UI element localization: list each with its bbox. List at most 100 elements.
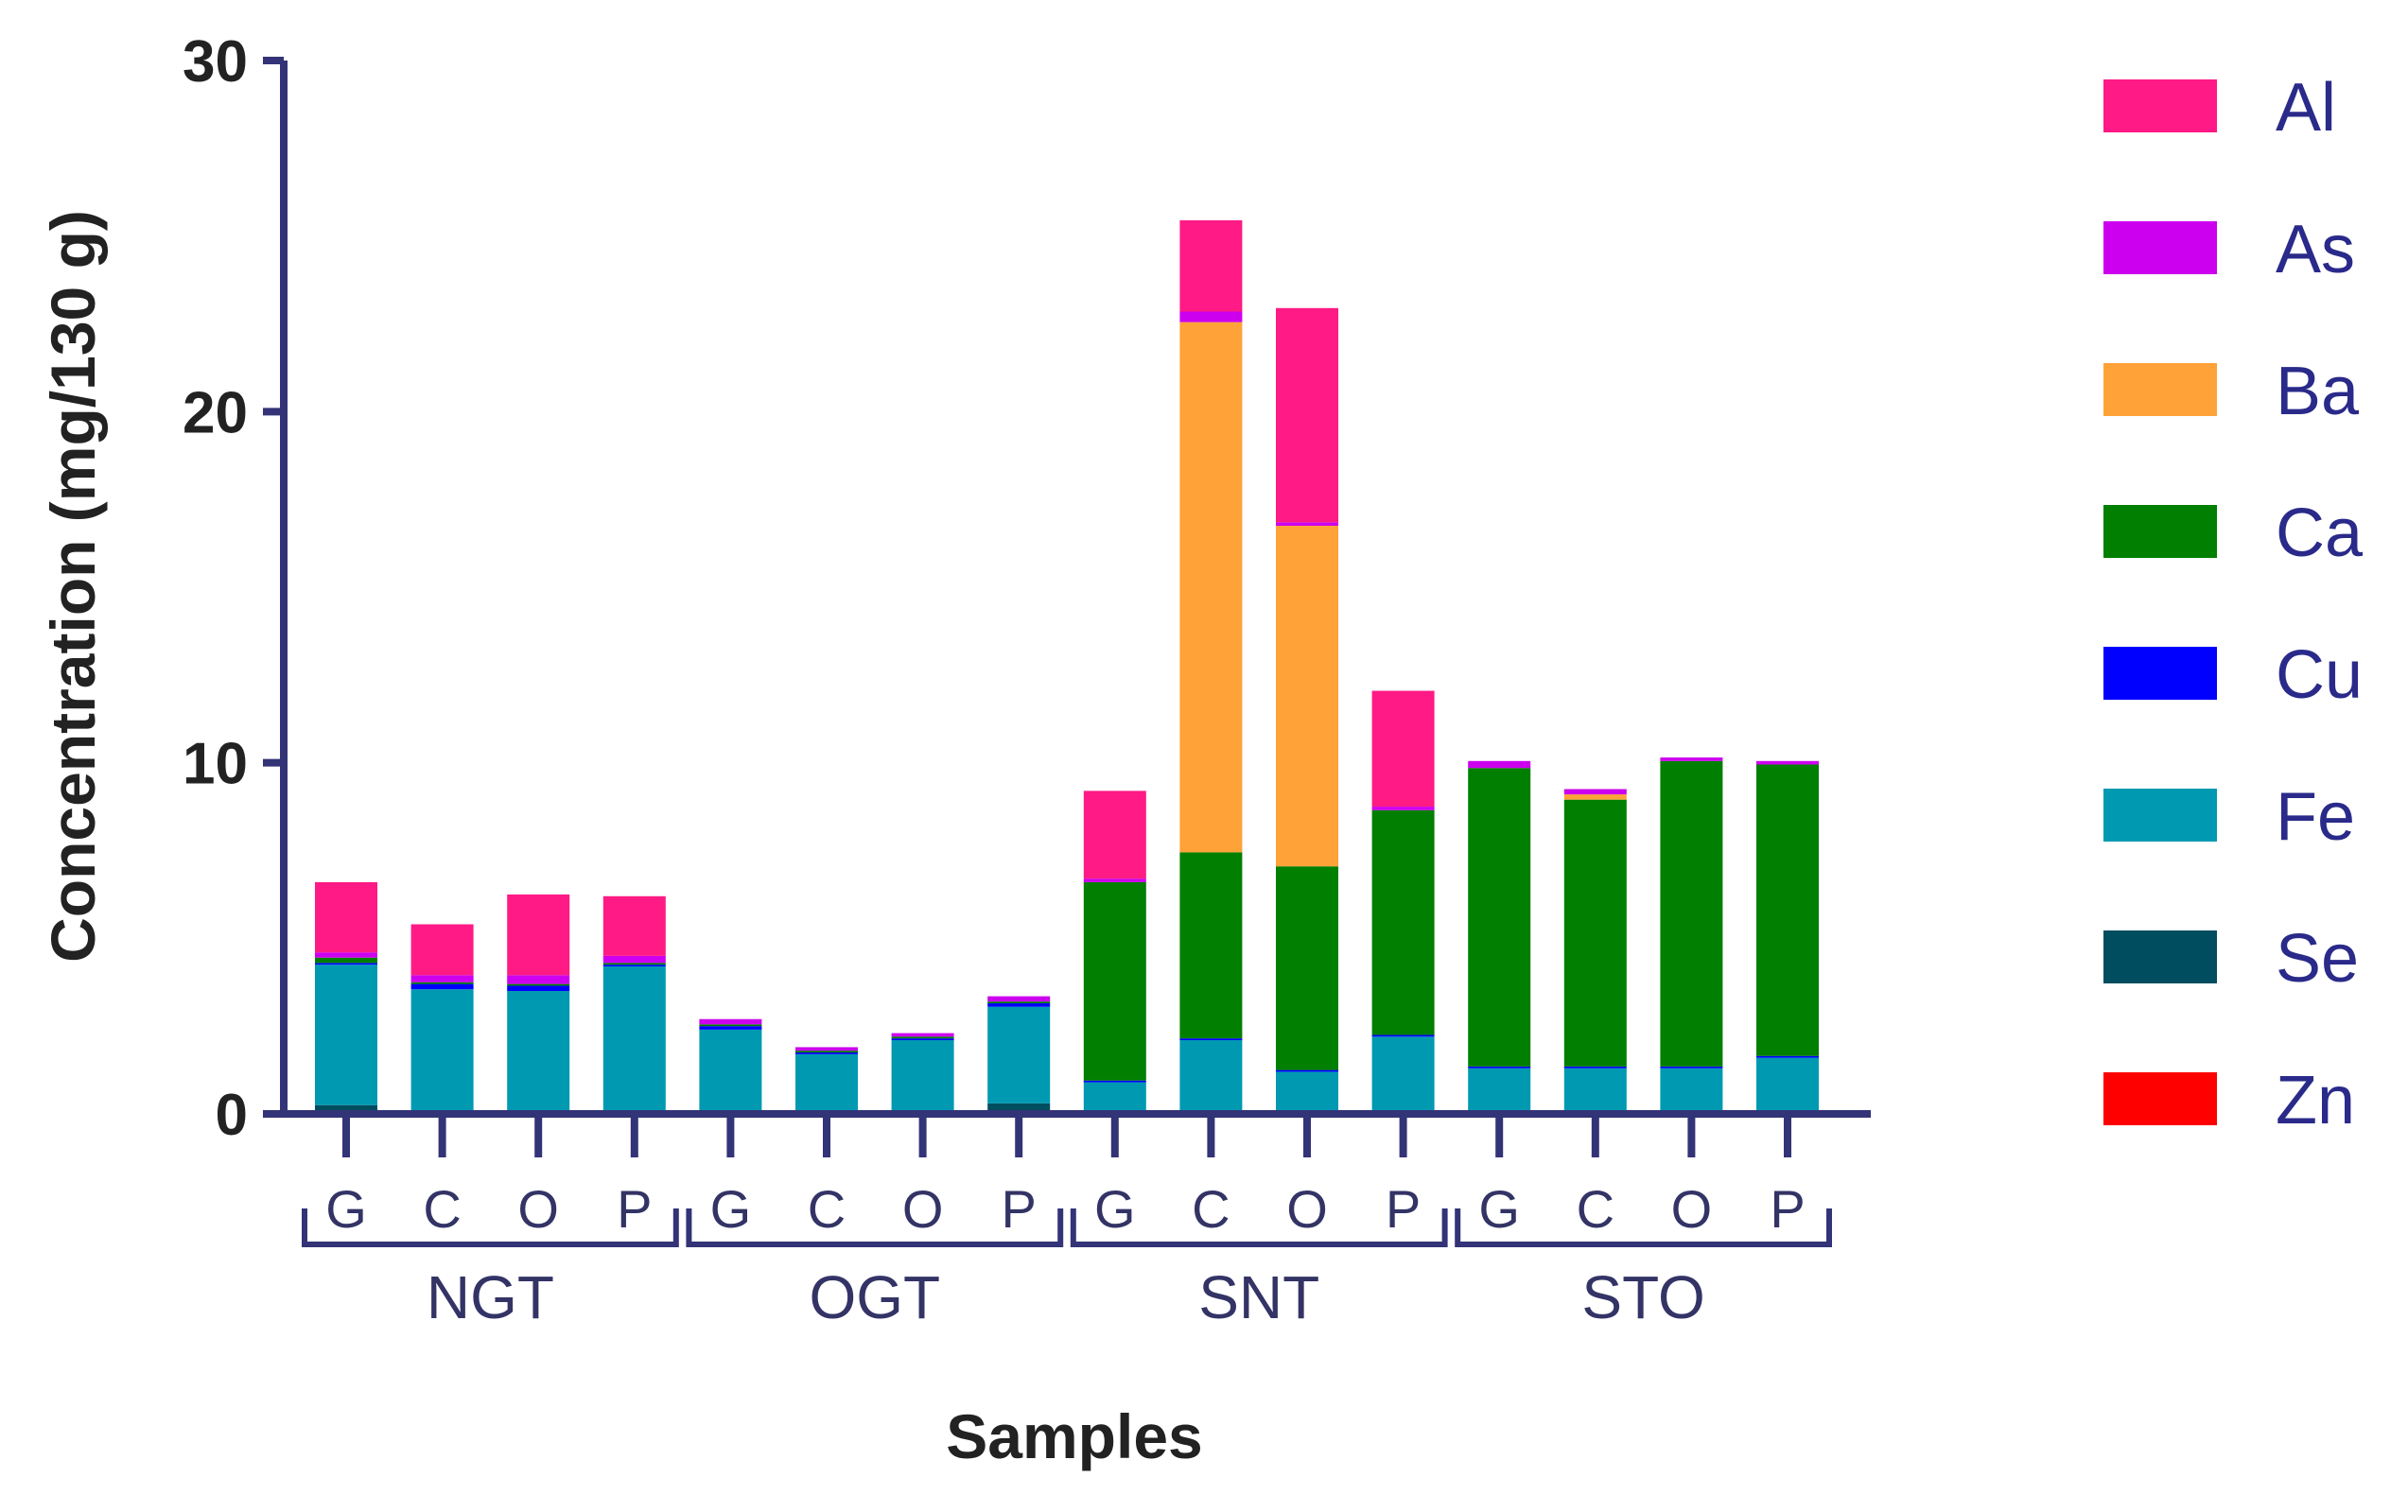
bar-fe-snt-o [1276,1071,1338,1111]
bar-fe-sto-p [1756,1057,1819,1111]
bar-as-sto-o [1660,757,1723,761]
y-tick-label: 0 [216,1083,248,1148]
bar-ca-ngt-p [602,963,666,965]
bar-ca-snt-g [1083,881,1146,1081]
bar-cu-sto-o [1660,1066,1723,1069]
bar-fe-sto-g [1468,1068,1531,1111]
bar-as-snt-o [1276,522,1338,527]
bar-fe-ogt-p [987,1006,1051,1104]
bar-as-ogt-p [987,996,1051,1002]
bar-al-ngt-o [507,894,570,976]
legend-label-ba: Ba [2276,354,2360,429]
x-category-label: C [423,1179,461,1239]
bar-as-sto-c [1563,789,1627,795]
bar-fe-ogt-g [699,1029,762,1111]
bar-cu-sto-c [1563,1066,1627,1069]
axes-layer [280,61,1871,1118]
bar-fe-sto-c [1563,1068,1627,1111]
bar-fe-ngt-o [507,991,570,1111]
x-category-label: C [808,1179,846,1239]
legend-label-zn: Zn [2276,1063,2355,1138]
x-category-label: O [902,1179,944,1239]
bar-as-sto-p [1756,760,1819,765]
group-label-sto: STO [1581,1263,1704,1331]
bar-ca-sto-o [1660,760,1723,1067]
bars-layer [315,219,1819,1114]
legend-label-cu: Cu [2276,637,2363,713]
bar-as-snt-g [1083,878,1146,882]
bar-ca-snt-o [1276,866,1338,1070]
x-category-label: G [710,1179,752,1239]
bar-fe-ngt-p [602,966,666,1111]
bar-al-snt-c [1179,219,1243,312]
bar-al-snt-g [1083,791,1146,879]
legend-swatch-al [2103,79,2217,132]
bar-al-ngt-p [602,895,666,956]
y-ticks: 0 10 20 30 [183,29,284,1148]
bar-ca-sto-g [1468,768,1531,1067]
group-label-ngt: NGT [427,1263,554,1331]
group-bracket-sto [1455,1208,1832,1247]
bar-as-snt-c [1179,311,1243,322]
x-axis-title: Samples [946,1401,1202,1471]
legend-label-se: Se [2276,921,2359,997]
bar-se-ogt-p [987,1103,1051,1114]
bar-as-ngt-c [410,975,474,982]
bar-cu-ngt-p [602,965,666,967]
bar-cu-ogt-c [795,1052,858,1054]
group-bracket-ogt [686,1208,1064,1247]
bar-ca-ngt-c [410,982,474,984]
bar-cu-snt-p [1371,1034,1435,1037]
bar-fe-snt-c [1179,1040,1243,1111]
bar-as-snt-p [1371,807,1435,810]
bar-cu-sto-p [1756,1055,1819,1058]
x-category-label: G [325,1179,367,1239]
bar-cu-ogt-p [987,1003,1051,1007]
bar-cu-snt-o [1276,1069,1338,1072]
bar-cu-ogt-g [699,1026,762,1030]
x-category-label: P [617,1179,652,1239]
bar-fe-sto-o [1660,1068,1723,1111]
bar-ca-ogt-o [891,1036,954,1039]
x-category-label: O [1671,1179,1713,1239]
bar-cu-snt-c [1179,1038,1243,1041]
group-bracket-snt [1070,1208,1448,1247]
bar-fe-ngt-c [410,989,474,1111]
bar-ba-sto-c [1563,794,1627,800]
bar-fe-snt-g [1083,1082,1146,1111]
bar-fe-ngt-g [315,965,377,1105]
bar-as-ngt-g [315,952,377,958]
bar-ca-sto-p [1756,764,1819,1056]
bar-ba-snt-c [1179,322,1243,853]
legend-swatch-zn [2103,1072,2217,1125]
bar-cu-ngt-g [315,963,377,965]
legend-swatch-se [2103,930,2217,983]
bar-cu-ogt-o [891,1038,954,1041]
bar-ca-ngt-g [315,957,377,964]
bar-as-ngt-o [507,975,570,984]
bar-cu-sto-g [1468,1066,1531,1069]
bar-ca-ogt-p [987,1001,1051,1004]
group-bracket-ngt [302,1208,679,1247]
y-axis-title: Concentration (mg/130 g) [38,210,108,963]
y-tick-label: 10 [183,732,248,797]
bar-ca-ogt-g [699,1024,762,1027]
bar-ca-snt-p [1371,809,1435,1035]
bar-ca-ngt-o [507,983,570,986]
group-label-ogt: OGT [809,1263,940,1331]
bar-ba-snt-o [1276,526,1338,867]
x-category-label: P [1770,1179,1805,1239]
legend-swatch-as [2103,221,2217,274]
y-tick-label: 30 [183,29,248,95]
bar-se-ngt-g [315,1104,377,1114]
legend-label-as: As [2276,212,2355,287]
bar-as-ogt-c [795,1047,858,1051]
legend-swatch-cu [2103,647,2217,700]
x-category-label: G [1478,1179,1520,1239]
x-category-label: P [1386,1179,1421,1239]
x-category-label: P [1002,1179,1037,1239]
bar-cu-snt-g [1083,1080,1146,1083]
